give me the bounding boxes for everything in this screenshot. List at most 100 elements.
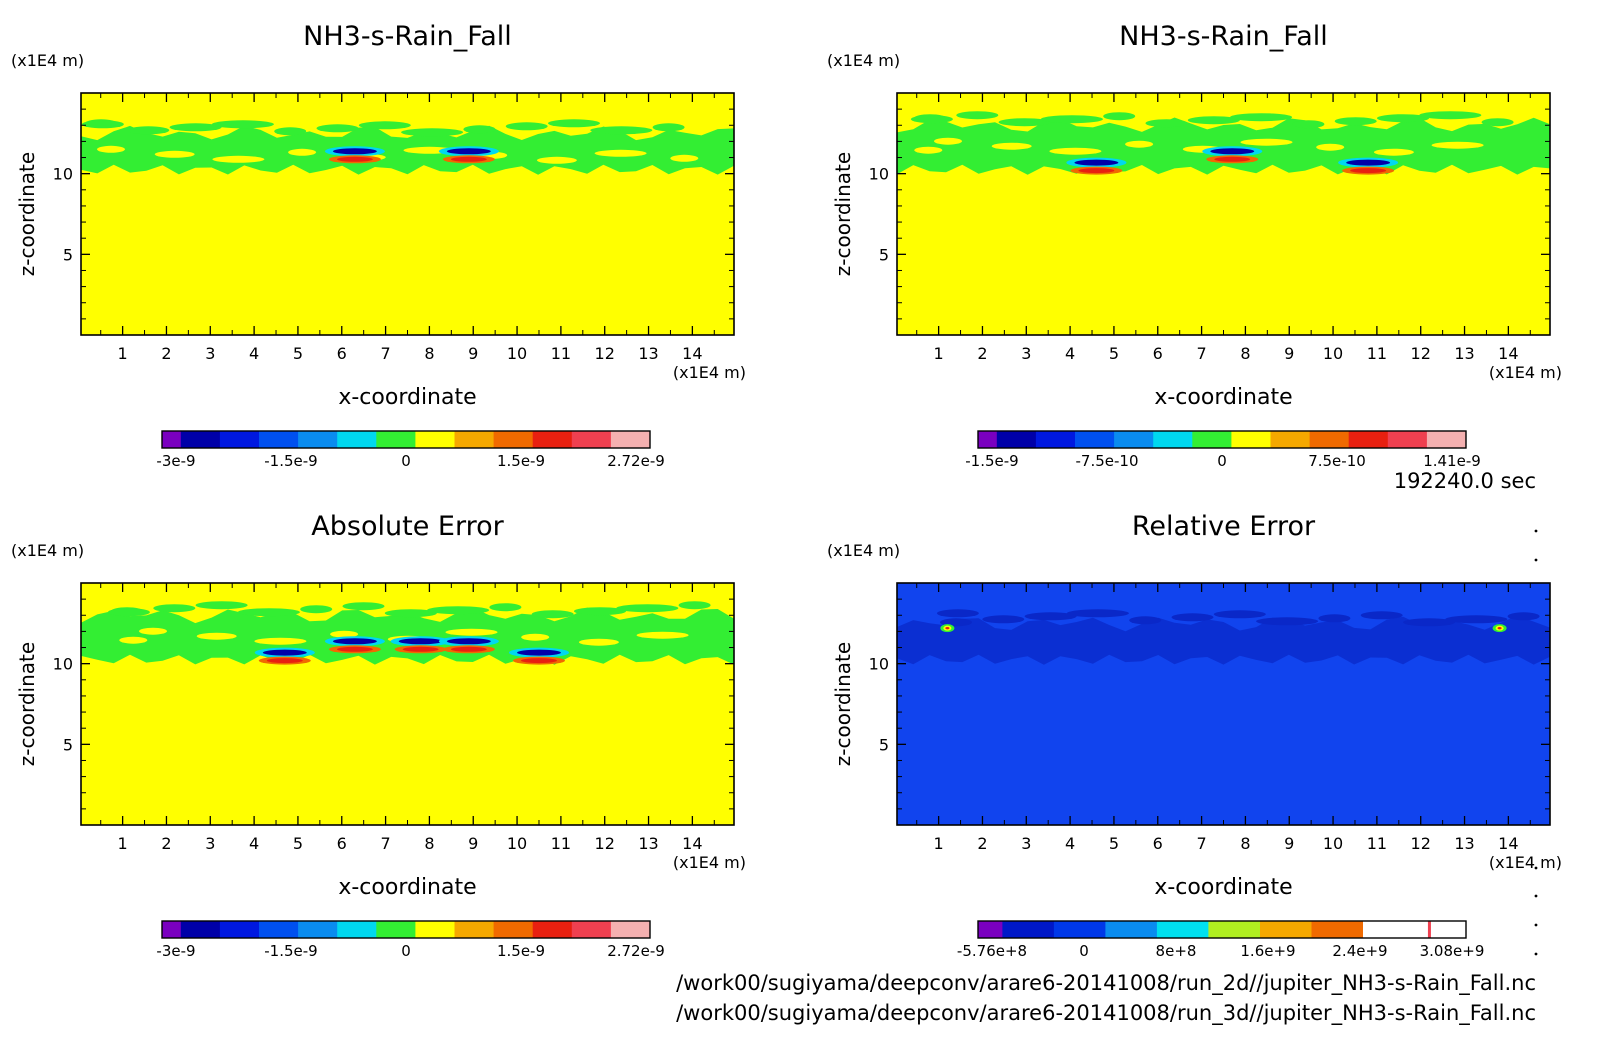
anomaly-negative-core — [398, 638, 443, 645]
anomaly-spot-core — [945, 626, 950, 630]
x-tick-label: 3 — [1021, 344, 1031, 363]
colorbar-swatch — [376, 921, 416, 938]
x-tick-label: 7 — [1196, 834, 1206, 853]
x-tick-label: 1 — [118, 344, 128, 363]
x-tick-label: 13 — [638, 344, 658, 363]
colorbar-tick-label: 1.41e-9 — [1423, 452, 1481, 470]
anomaly-positive-core — [1078, 168, 1115, 174]
x-tick-label: 8 — [424, 834, 434, 853]
field-hole — [139, 627, 167, 635]
colorbar-swatch — [1414, 921, 1467, 938]
y-axis-label: z-coordinate — [831, 642, 855, 766]
field-blob — [427, 606, 490, 615]
colorbar-swatch — [532, 431, 573, 448]
field-blob — [590, 126, 653, 135]
colorbar-swatch — [415, 431, 455, 448]
colorbar-swatch — [1387, 431, 1428, 448]
chart-title: NH3-s-Rain_Fall — [303, 21, 512, 52]
field-hole — [196, 632, 237, 640]
field-blob — [910, 115, 953, 124]
colorbar-swatch — [219, 921, 260, 938]
dot — [1534, 558, 1538, 562]
x-tick-label: 13 — [1454, 344, 1474, 363]
colorbar-swatch — [1260, 921, 1312, 938]
x-tick-label: 10 — [1323, 344, 1343, 363]
x-tick-label: 10 — [507, 834, 527, 853]
y-tick-label: 10 — [53, 655, 73, 674]
field-blob — [274, 127, 307, 136]
x-tick-label: 12 — [595, 834, 615, 853]
x-tick-label: 11 — [551, 834, 571, 853]
x-tick-label: 2 — [161, 834, 171, 853]
colorbar-swatch — [180, 921, 221, 938]
field-blob — [616, 604, 679, 613]
x-tick-label: 10 — [1323, 834, 1343, 853]
field-blob — [1213, 610, 1266, 619]
colorbar-swatch — [1156, 921, 1209, 938]
y-tick-label: 10 — [869, 165, 889, 184]
colorbar-swatch — [337, 921, 377, 938]
colorbar-tick-label: -7.5e-10 — [1076, 452, 1139, 470]
field-blob — [956, 111, 999, 120]
colorbar-tick-label: -5.76e+8 — [957, 942, 1027, 960]
x-tick-label: 6 — [1153, 834, 1163, 853]
field-layer — [81, 583, 734, 825]
y-axis-label: z-coordinate — [15, 152, 39, 276]
colorbar-swatch — [298, 921, 338, 938]
chart-title: Relative Error — [1132, 511, 1316, 542]
y-tick-label: 5 — [879, 245, 889, 264]
field-blob — [574, 607, 626, 616]
colorbar-swatch — [259, 431, 299, 448]
x-tick-label: 8 — [1240, 834, 1250, 853]
field-blob — [652, 123, 685, 132]
ellipsis-dots — [1534, 529, 1538, 956]
x-tick-label: 10 — [507, 344, 527, 363]
field-hole — [1049, 147, 1102, 155]
colorbar-swatch — [1270, 431, 1311, 448]
field-blob — [300, 605, 333, 614]
colorbar-swatch — [415, 921, 455, 938]
colorbar-swatch — [1311, 921, 1364, 938]
colorbar-swatch — [610, 431, 651, 448]
x-tick-label: 5 — [293, 344, 303, 363]
x-tick-label: 13 — [1454, 834, 1474, 853]
colorbar-swatch — [376, 431, 416, 448]
field-blob — [384, 609, 437, 618]
field-hole — [330, 630, 359, 638]
field-blob — [1103, 112, 1136, 121]
field-blob — [1040, 115, 1103, 124]
y-unit-label: (x1E4 m) — [11, 51, 84, 70]
colorbar-swatch — [493, 431, 534, 448]
chart-panel-2: NH3-s-Rain_Fall(x1E4 m)1 2 3 4 5 6 7 8 9 10 11 12 13… — [827, 21, 1562, 470]
anomaly-negative-core — [1210, 148, 1255, 155]
anomaly-positive-core — [336, 646, 373, 652]
x-tick-label: 11 — [1367, 344, 1387, 363]
y-unit-label: (x1E4 m) — [827, 541, 900, 560]
x-axis-label: x-coordinate — [1154, 875, 1292, 900]
x-tick-label: 7 — [380, 834, 390, 853]
colorbar-swatch — [1075, 431, 1115, 448]
chart-title: NH3-s-Rain_Fall — [1119, 21, 1328, 52]
x-unit-label: (x1E4 m) — [1489, 853, 1562, 872]
anomaly-negative-core — [446, 638, 491, 645]
colorbar-swatch — [1309, 431, 1350, 448]
colorbar-tick-label: 1.5e-9 — [497, 942, 545, 960]
x-tick-label: 9 — [468, 834, 478, 853]
colorbar-frame — [161, 920, 651, 939]
x-axis-label: x-coordinate — [1154, 385, 1292, 410]
x-tick-label: 8 — [1240, 344, 1250, 363]
panels: NH3-s-Rain_Fall(x1E4 m)1 2 3 4 5 6 7 8 9 10 11 12 13… — [11, 21, 1562, 960]
colorbar-tick-label: 7.5e-10 — [1308, 452, 1366, 470]
file-path-3d: /work00/sugiyama/deepconv/arare6-2014100… — [676, 1001, 1536, 1026]
field-blob — [358, 121, 411, 130]
colorbar-swatch — [1231, 431, 1271, 448]
colorbar-swatch — [454, 431, 495, 448]
colorbar-tick-label: -3e-9 — [156, 942, 195, 960]
x-axis-label: x-coordinate — [338, 875, 476, 900]
anomaly-positive-core — [266, 658, 303, 664]
field-blob — [1318, 614, 1351, 623]
y-axis-label: z-coordinate — [15, 642, 39, 766]
colorbar-swatch — [493, 921, 534, 938]
field-blob — [1066, 609, 1129, 618]
x-tick-label: 9 — [468, 344, 478, 363]
